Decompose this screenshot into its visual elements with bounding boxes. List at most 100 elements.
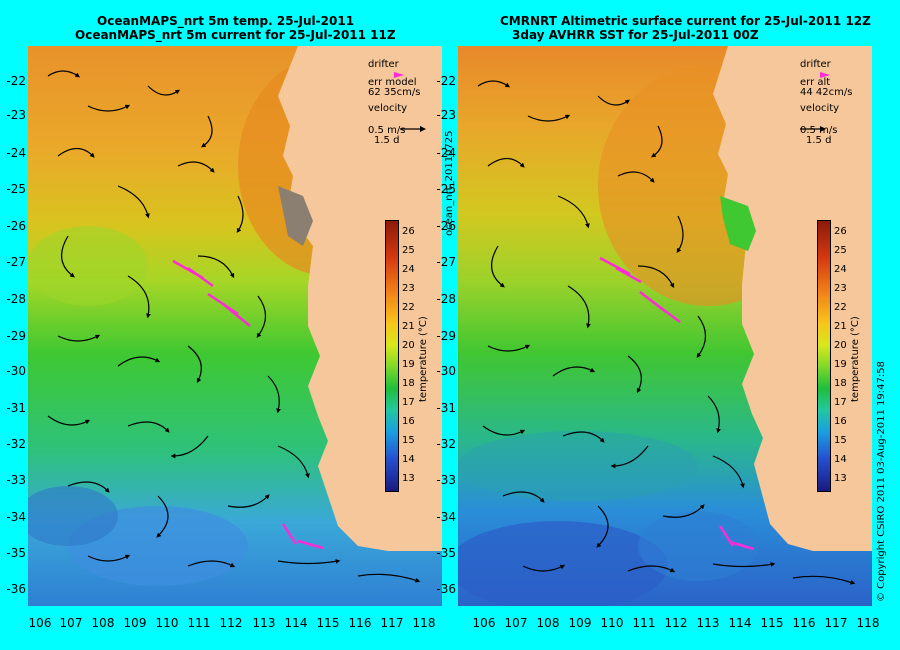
colorbar-tick-label: 20 <box>402 340 415 351</box>
latitude-tick-label: -24 <box>6 146 26 160</box>
latitude-tick-label: -35 <box>6 546 26 560</box>
right-title-line2: 3day AVHRR SST for 25-Jul-2011 00Z <box>512 28 759 42</box>
colorbar-tick-label: 26 <box>402 226 415 237</box>
latitude-tick-label: -33 <box>6 473 26 487</box>
latitude-tick-label: -24 <box>436 146 456 160</box>
legend-velocity-label: velocity <box>800 103 840 114</box>
left-title-line2: OceanMAPS_nrt 5m current for 25-Jul-2011… <box>75 28 396 42</box>
colorbar-tick-label: 17 <box>834 397 847 408</box>
latitude-tick-label: -22 <box>6 74 26 88</box>
latitude-tick-label: -28 <box>6 292 26 306</box>
current-vectors <box>477 80 856 585</box>
copyright-label: © Copyright CSIRO 2011 03-Aug-2011 19:47… <box>876 361 887 602</box>
colorbar-tick-label: 16 <box>402 416 415 427</box>
product-id-label: ocean_nrt_20110725 <box>444 130 455 236</box>
latitude-tick-label: -25 <box>6 182 26 196</box>
legend-err-label: err alt <box>800 77 831 88</box>
latitude-tick-label: -35 <box>436 546 456 560</box>
legend-velocity-value: 0.5 m/s <box>800 125 838 136</box>
latitude-tick-label: -26 <box>6 219 26 233</box>
right-colorbar <box>817 220 831 492</box>
latitude-tick-label: -31 <box>436 401 456 415</box>
latitude-tick-label: -33 <box>436 473 456 487</box>
longitude-tick-label: 110 <box>600 616 624 630</box>
longitude-tick-label: 118 <box>856 616 880 630</box>
longitude-tick-label: 111 <box>187 616 211 630</box>
colorbar-tick-label: 25 <box>834 245 847 256</box>
current-vectors <box>47 70 421 583</box>
right-map-panel: drifter err alt 44 42cm/s velocity 0.5 m… <box>458 46 872 606</box>
latitude-tick-label: -36 <box>6 582 26 596</box>
colorbar-tick-label: 20 <box>834 340 847 351</box>
longitude-tick-label: 106 <box>28 616 52 630</box>
latitude-tick-label: -30 <box>436 364 456 378</box>
longitude-tick-label: 115 <box>760 616 784 630</box>
legend-velocity-label: velocity <box>368 103 408 114</box>
colorbar-tick-label: 26 <box>834 226 847 237</box>
right-title-line1: CMRNRT Altimetric surface current for 25… <box>500 14 871 28</box>
longitude-tick-label: 117 <box>380 616 404 630</box>
legend-velocity-value: 0.5 m/s <box>368 125 406 136</box>
right-legend: drifter err alt 44 42cm/s velocity 0.5 m… <box>800 60 852 146</box>
left-colorbar-unit: temperature (°C) <box>418 316 429 402</box>
latitude-tick-label: -25 <box>436 182 456 196</box>
longitude-tick-label: 114 <box>284 616 308 630</box>
colorbar-tick-label: 22 <box>834 302 847 313</box>
longitude-tick-label: 112 <box>664 616 688 630</box>
latitude-tick-label: -34 <box>436 510 456 524</box>
left-colorbar <box>385 220 399 492</box>
left-map-panel: drifter err model 62 35cm/s velocity 0.5… <box>28 46 442 606</box>
colorbar-tick-label: 14 <box>402 454 415 465</box>
latitude-tick-label: -32 <box>436 437 456 451</box>
longitude-tick-label: 113 <box>696 616 720 630</box>
drifter-tracks <box>172 259 324 550</box>
left-legend: drifter err model 62 35cm/s velocity 0.5… <box>368 60 420 146</box>
legend-drifter-label: drifter <box>800 59 831 70</box>
latitude-tick-label: -31 <box>6 401 26 415</box>
legend-velocity-days: 1.5 d <box>806 135 832 146</box>
longitude-tick-label: 114 <box>728 616 752 630</box>
colorbar-tick-label: 15 <box>834 435 847 446</box>
colorbar-tick-label: 25 <box>402 245 415 256</box>
velocity-scale-arrow <box>400 126 426 132</box>
colorbar-tick-label: 19 <box>834 359 847 370</box>
legend-velocity-days: 1.5 d <box>374 135 400 146</box>
left-title-line1: OceanMAPS_nrt 5m temp. 25-Jul-2011 <box>97 14 355 28</box>
longitude-tick-label: 113 <box>252 616 276 630</box>
longitude-tick-label: 118 <box>412 616 436 630</box>
colorbar-tick-label: 13 <box>834 473 847 484</box>
colorbar-tick-label: 23 <box>834 283 847 294</box>
drifter-legend-icon <box>820 72 830 78</box>
colorbar-tick-label: 16 <box>834 416 847 427</box>
colorbar-tick-label: 15 <box>402 435 415 446</box>
colorbar-tick-label: 18 <box>402 378 415 389</box>
latitude-tick-label: -30 <box>6 364 26 378</box>
legend-err-value: 44 42cm/s <box>800 87 853 98</box>
longitude-tick-label: 110 <box>155 616 179 630</box>
right-colorbar-unit: temperature (°C) <box>850 316 861 402</box>
longitude-tick-label: 108 <box>536 616 560 630</box>
latitude-tick-label: -26 <box>436 219 456 233</box>
latitude-tick-label: -36 <box>436 582 456 596</box>
colorbar-tick-label: 18 <box>834 378 847 389</box>
colorbar-tick-label: 21 <box>402 321 415 332</box>
latitude-tick-label: -29 <box>6 329 26 343</box>
legend-err-label: err model <box>368 77 417 88</box>
longitude-tick-label: 107 <box>504 616 528 630</box>
right-map-svg <box>458 46 872 606</box>
longitude-tick-label: 116 <box>792 616 816 630</box>
longitude-tick-label: 109 <box>568 616 592 630</box>
longitude-tick-label: 107 <box>59 616 83 630</box>
longitude-tick-label: 116 <box>348 616 372 630</box>
colorbar-tick-label: 24 <box>834 264 847 275</box>
legend-drifter-label: drifter <box>368 59 399 70</box>
latitude-tick-label: -23 <box>6 108 26 122</box>
longitude-tick-label: 111 <box>632 616 656 630</box>
colorbar-tick-label: 19 <box>402 359 415 370</box>
colorbar-tick-label: 17 <box>402 397 415 408</box>
latitude-tick-label: -22 <box>436 74 456 88</box>
drifter-legend-icon <box>394 72 404 78</box>
latitude-tick-label: -27 <box>6 255 26 269</box>
land-western-australia <box>713 46 872 551</box>
longitude-tick-label: 108 <box>91 616 115 630</box>
